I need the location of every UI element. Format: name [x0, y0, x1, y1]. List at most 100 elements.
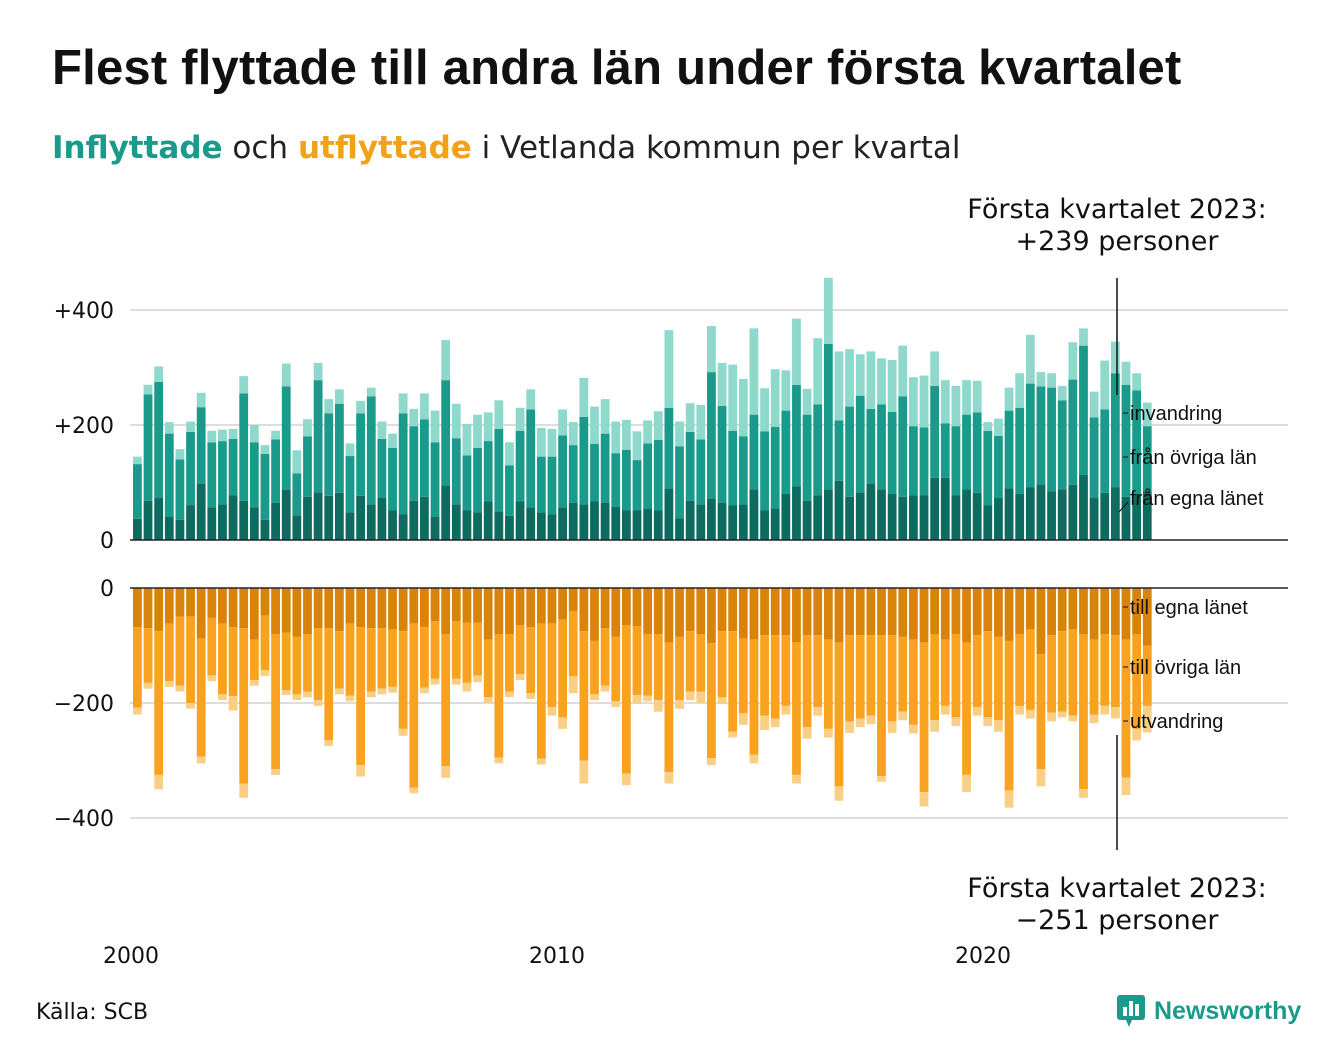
bar-in-ovriga-49	[653, 439, 663, 511]
bar-in-egna-20	[345, 512, 355, 540]
bar-in-invandring-62	[792, 318, 801, 385]
bar-in-ovriga-37	[526, 409, 536, 508]
bar-out-ovriga-44	[600, 628, 610, 686]
bar-in-ovriga-16	[303, 436, 312, 497]
bar-out-utvandring-63	[802, 727, 812, 739]
bar-out-egna-45	[611, 588, 621, 637]
y-tick-bottom-200: −200	[54, 692, 114, 717]
bar-out-utvandring-40	[558, 717, 567, 729]
bar-in-ovriga-5	[186, 431, 195, 506]
bar-out-utvandring-83	[1015, 705, 1025, 715]
bar-in-invandring-49	[653, 411, 663, 440]
bar-out-egna-89	[1079, 588, 1088, 634]
y-tick-top-200: +200	[54, 414, 114, 439]
bar-out-ovriga-45	[611, 636, 621, 702]
bar-out-egna-14	[281, 588, 291, 633]
bar-in-egna-79	[972, 492, 982, 540]
newsworthy-logo: Newsworthy	[1116, 994, 1301, 1028]
bar-out-ovriga-42	[579, 631, 589, 761]
bar-out-egna-21	[356, 588, 366, 628]
bar-in-invandring-5	[186, 421, 195, 432]
bar-out-utvandring-59	[760, 715, 769, 731]
bar-in-invandring-89	[1079, 328, 1088, 346]
bar-out-utvandring-65	[823, 728, 833, 738]
bar-out-egna-80	[983, 588, 993, 632]
bar-in-invandring-78	[962, 380, 971, 415]
label-tick-egna-in	[1118, 501, 1129, 513]
bar-out-egna-27	[420, 588, 429, 628]
y-tick-bottom-400: −400	[54, 807, 114, 832]
bar-out-ovriga-93	[1121, 639, 1131, 778]
bar-out-utvandring-9	[228, 696, 238, 711]
bar-in-invandring-36	[515, 407, 525, 431]
bar-out-utvandring-89	[1079, 789, 1088, 798]
bar-in-egna-73	[908, 495, 918, 540]
bar-in-ovriga-75	[930, 385, 940, 478]
bar-out-ovriga-95	[1142, 645, 1152, 706]
bar-out-ovriga-13	[271, 634, 280, 770]
bar-in-ovriga-74	[919, 427, 929, 496]
bar-out-egna-10	[239, 588, 249, 629]
bar-out-egna-48	[643, 588, 653, 634]
bar-in-invandring-3	[164, 422, 174, 434]
label-fran-egna-lanet: från egna länet	[1130, 488, 1264, 510]
bar-out-ovriga-43	[590, 640, 599, 695]
bar-in-ovriga-43	[590, 443, 599, 502]
bar-out-ovriga-69	[866, 635, 876, 716]
subtitle-and-word: och	[232, 130, 289, 166]
bar-in-invandring-29	[441, 339, 451, 381]
bar-out-utvandring-30	[451, 678, 461, 685]
bar-out-ovriga-24	[388, 629, 397, 687]
bar-out-egna-94	[1132, 588, 1142, 634]
bar-in-ovriga-11	[249, 442, 259, 508]
label-invandring: invandring	[1130, 403, 1222, 425]
bar-in-egna-46	[621, 510, 631, 540]
bar-out-ovriga-89	[1079, 634, 1088, 790]
bar-in-egna-67	[845, 496, 855, 541]
bar-out-ovriga-27	[420, 627, 429, 688]
bar-in-invandring-15	[292, 450, 302, 474]
bar-out-ovriga-4	[175, 616, 185, 686]
bar-in-invandring-86	[1047, 373, 1056, 388]
bar-out-utvandring-32	[473, 675, 482, 683]
bar-in-ovriga-86	[1047, 387, 1056, 492]
bar-in-egna-42	[579, 504, 589, 540]
bar-out-utvandring-48	[643, 695, 653, 702]
bar-in-ovriga-83	[1015, 407, 1025, 494]
bar-out-ovriga-56	[728, 631, 738, 732]
bar-out-egna-84	[1025, 588, 1035, 630]
bar-out-egna-70	[877, 588, 886, 636]
bar-in-egna-72	[898, 496, 908, 541]
bar-out-egna-32	[473, 588, 482, 623]
bar-out-utvandring-61	[781, 705, 791, 715]
bar-out-ovriga-91	[1100, 634, 1110, 706]
bar-out-egna-88	[1068, 588, 1078, 630]
bar-in-invandring-76	[940, 380, 950, 424]
bar-in-ovriga-40	[558, 435, 567, 508]
bar-out-ovriga-49	[653, 634, 663, 701]
bar-out-utvandring-28	[430, 678, 440, 685]
bar-in-ovriga-33	[483, 441, 493, 502]
bar-in-invandring-35	[505, 442, 514, 466]
bar-out-egna-11	[249, 588, 259, 640]
bar-in-egna-16	[303, 496, 312, 541]
bar-out-utvandring-94	[1132, 728, 1142, 741]
bar-in-invandring-94	[1132, 373, 1142, 391]
bar-in-ovriga-12	[260, 453, 270, 520]
bar-out-ovriga-81	[994, 636, 1003, 721]
bar-in-ovriga-45	[611, 453, 621, 507]
bar-out-egna-92	[1110, 588, 1120, 636]
bar-out-utvandring-71	[887, 721, 897, 733]
bar-in-egna-33	[483, 501, 493, 540]
bar-in-ovriga-85	[1036, 386, 1046, 485]
bar-in-ovriga-92	[1110, 373, 1120, 488]
bar-in-invandring-4	[175, 449, 185, 460]
bar-out-egna-42	[579, 588, 589, 632]
bar-out-ovriga-10	[239, 628, 249, 784]
bar-in-invandring-93	[1121, 361, 1131, 385]
bar-in-egna-88	[1068, 484, 1078, 540]
bar-in-ovriga-14	[281, 386, 291, 490]
bar-out-egna-93	[1121, 588, 1131, 640]
bar-out-ovriga-25	[398, 631, 408, 729]
bar-out-ovriga-53	[696, 634, 706, 692]
